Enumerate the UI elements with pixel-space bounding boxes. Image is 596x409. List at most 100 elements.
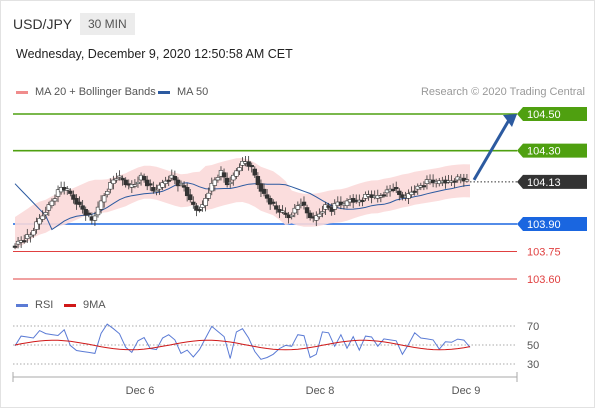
candle-body xyxy=(194,205,199,211)
candle-body xyxy=(22,240,27,243)
candle-body xyxy=(360,199,365,202)
candle-body xyxy=(212,179,218,186)
rsi-tick-2: 30 xyxy=(527,359,539,371)
candle-body xyxy=(317,213,322,217)
candle-body xyxy=(421,185,427,188)
level-tag-label-2: 103.90 xyxy=(527,219,561,231)
forecast-arrow-head xyxy=(503,114,517,127)
candle-body xyxy=(188,194,193,201)
candle-body xyxy=(394,187,399,190)
legend-9ma-label: 9MA xyxy=(83,299,106,311)
current-price-label: 104.13 xyxy=(527,177,561,189)
rsi-line xyxy=(14,323,471,360)
candle-body xyxy=(246,161,251,167)
candle-body xyxy=(65,188,70,191)
candle-body xyxy=(409,191,414,195)
candle-body xyxy=(206,192,211,199)
legend-ma50-label: MA 50 xyxy=(177,86,209,98)
candle-body xyxy=(384,189,390,194)
currency-pair-title: USD/JPY xyxy=(13,16,73,32)
candle-body xyxy=(224,177,230,186)
candle-body xyxy=(12,245,18,248)
candle-body xyxy=(221,172,227,178)
candle-body xyxy=(184,187,190,197)
candle-body xyxy=(123,179,128,186)
legend-rsi: RSI xyxy=(16,299,53,311)
current-price-tag xyxy=(517,174,587,189)
candle-body xyxy=(344,200,350,206)
candle-body xyxy=(114,178,119,181)
level-tag-1 xyxy=(517,143,587,158)
candle-body xyxy=(381,194,387,197)
candle-body xyxy=(86,212,91,215)
candle-body xyxy=(271,201,276,204)
candle-body xyxy=(326,205,331,208)
candle-body xyxy=(92,215,98,221)
candle-body xyxy=(34,221,39,230)
candle-body xyxy=(332,203,337,210)
candle-body xyxy=(108,182,113,190)
candle-body xyxy=(289,214,294,217)
candle-body xyxy=(105,191,110,195)
candle-body xyxy=(52,198,58,202)
candle-body xyxy=(197,209,202,212)
legend-rsi-label: RSI xyxy=(35,299,54,311)
candle-body xyxy=(166,179,171,182)
copyright-text: Research © 2020 Trading Central xyxy=(420,86,585,98)
candle-body xyxy=(264,194,270,199)
level-label-4: 103.60 xyxy=(527,274,561,286)
x-tick-label-2: Dec 9 xyxy=(452,385,481,397)
candle-body xyxy=(464,179,470,182)
candle-body xyxy=(255,176,261,186)
candle-body xyxy=(15,240,21,245)
candle-body xyxy=(283,212,288,215)
candle-body xyxy=(274,205,279,210)
candle-body xyxy=(43,212,48,216)
candle-body xyxy=(252,168,258,176)
candle-body xyxy=(117,175,122,178)
legend-ma50: MA 50 xyxy=(158,86,208,98)
candle-body xyxy=(28,234,33,238)
level-tag-label-0: 104.50 xyxy=(527,109,561,121)
candle-body xyxy=(101,195,107,203)
candle-body xyxy=(40,215,45,220)
rsi-swatch xyxy=(16,303,28,307)
candle-body xyxy=(120,177,125,181)
level-tag-0 xyxy=(517,107,587,121)
candle-body xyxy=(191,201,196,205)
candle-body xyxy=(151,187,156,192)
candle-body xyxy=(77,201,82,205)
candle-body xyxy=(209,183,214,192)
candle-body xyxy=(267,198,273,205)
candle-body xyxy=(111,179,116,184)
level-tag-label-1: 104.30 xyxy=(527,146,561,158)
x-tick-label-1: Dec 8 xyxy=(306,385,335,397)
legend-ma20-label: MA 20 + Bollinger Bands xyxy=(35,86,156,98)
timeframe-badge[interactable]: 30 MIN xyxy=(80,13,135,35)
candle-body xyxy=(215,177,221,181)
rsi-9ma-line xyxy=(14,339,471,351)
candle-body xyxy=(37,218,42,225)
candle-body xyxy=(378,195,384,198)
9ma-swatch xyxy=(64,303,76,307)
candle-body xyxy=(234,170,239,177)
candle-body xyxy=(68,190,73,194)
candle-body xyxy=(301,201,307,206)
candle-body xyxy=(178,183,184,186)
chart-datetime: Wednesday, December 9, 2020 12:50:58 AM … xyxy=(16,47,293,61)
candle-body xyxy=(203,198,208,206)
candle-body xyxy=(49,200,55,206)
candle-body xyxy=(135,181,141,184)
candle-body xyxy=(390,188,396,191)
candle-body xyxy=(406,193,411,199)
candle-body xyxy=(163,180,168,184)
legend-ma20-bollinger: MA 20 + Bollinger Bands xyxy=(16,86,156,98)
candle-body xyxy=(95,206,101,216)
candle-body xyxy=(80,205,85,210)
candle-body xyxy=(280,210,285,213)
candle-body xyxy=(160,182,165,188)
candle-body xyxy=(307,212,313,219)
x-tick-label-0: Dec 6 xyxy=(126,385,155,397)
candle-body xyxy=(261,188,267,194)
